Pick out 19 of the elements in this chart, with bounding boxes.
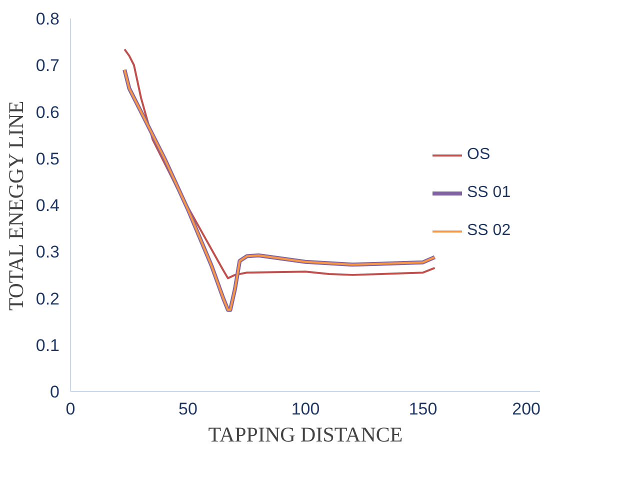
y-axis-title: TOTAL ENEGGY LINE <box>4 100 28 311</box>
legend-label: SS 02 <box>467 222 511 240</box>
legend-label: OS <box>467 146 490 164</box>
y-tick-label: 0.4 <box>36 196 60 215</box>
y-tick-label: 0.1 <box>36 336 60 355</box>
x-tick-label: 150 <box>408 400 438 418</box>
y-tick-label: 0.8 <box>36 10 60 28</box>
y-tick-label: 0 <box>50 382 60 402</box>
y-tick-label: 0.7 <box>36 56 60 76</box>
y-tick-label: 0.2 <box>36 289 60 308</box>
y-tick-label: 0.3 <box>36 242 60 262</box>
x-tick-label: 50 <box>178 400 198 418</box>
legend-label: SS 01 <box>467 184 511 202</box>
x-tick-label: 200 <box>512 400 541 418</box>
y-tick-label: 0.5 <box>36 149 60 168</box>
x-axis-title: TAPPING DISTANCE <box>208 422 403 446</box>
x-tick-label: 100 <box>291 400 320 418</box>
x-tick-label: 0 <box>66 400 76 418</box>
y-tick-label: 0.6 <box>36 102 60 122</box>
